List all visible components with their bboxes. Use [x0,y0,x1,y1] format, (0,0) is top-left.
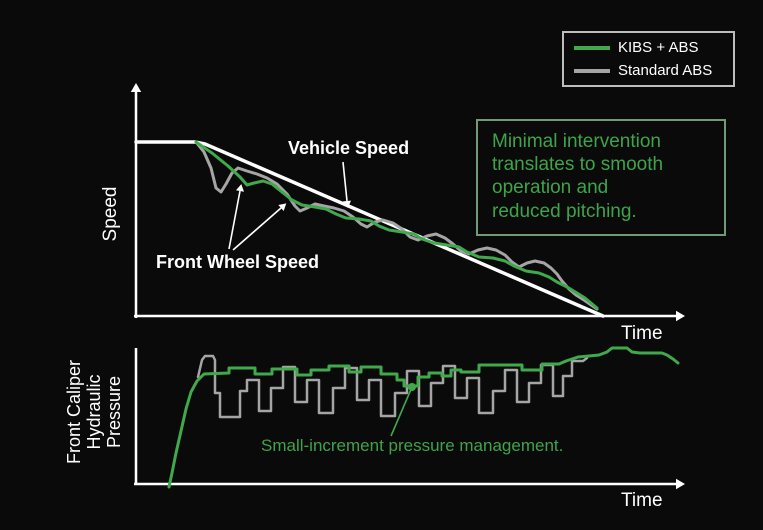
minimal-intervention-note: Minimal intervention translates to smoot… [476,119,726,236]
legend-box: KIBS + ABS Standard ABS [562,31,735,87]
pressure-note-callout-dot-icon [408,383,416,391]
caliper-pressure-axis-label: Front Caliper Hydraulic Pressure [63,359,125,465]
chart1-x-axis-arrow-icon [676,478,685,490]
pressure-kibs-abs [167,346,680,489]
standard-line-swatch-icon [574,68,610,73]
vehicle-speed-label: Vehicle Speed [288,138,410,158]
front-wheel-arrow-left [228,190,241,250]
speed-axis-label: Speed [100,186,121,242]
chart0-y-axis-arrow-icon [130,83,142,92]
legend-label-standard-abs: Standard ABS [618,62,713,79]
legend-item-standard-abs: Standard ABS [574,62,733,79]
front-wheel-arrow-right-head-icon [278,203,287,212]
front-wheel-speed-label: Front Wheel Speed [156,252,320,272]
kibs-line-swatch-icon [574,45,610,50]
pressure-standard-abs [196,354,589,419]
front-wheel-arrow-right [232,207,282,251]
pressure-note-callout-line [390,386,413,437]
chart0-x-axis-arrow-icon [676,310,685,322]
small-increment-note: Small-increment pressure management. [261,436,564,455]
vehicle-speed-arrow-head-icon [342,200,352,208]
time-axis-label-bottom: Time [621,490,663,511]
front-wheel-speed-standard-abs [194,140,599,311]
front-wheel-speed-kibs-abs [194,140,599,310]
legend-label-kibs-abs: KIBS + ABS [618,39,699,56]
vehicle-speed-arrow [342,161,348,202]
front-wheel-arrow-left-head-icon [236,184,244,192]
time-axis-label-top: Time [621,323,663,344]
legend-item-kibs-abs: KIBS + ABS [574,39,733,56]
